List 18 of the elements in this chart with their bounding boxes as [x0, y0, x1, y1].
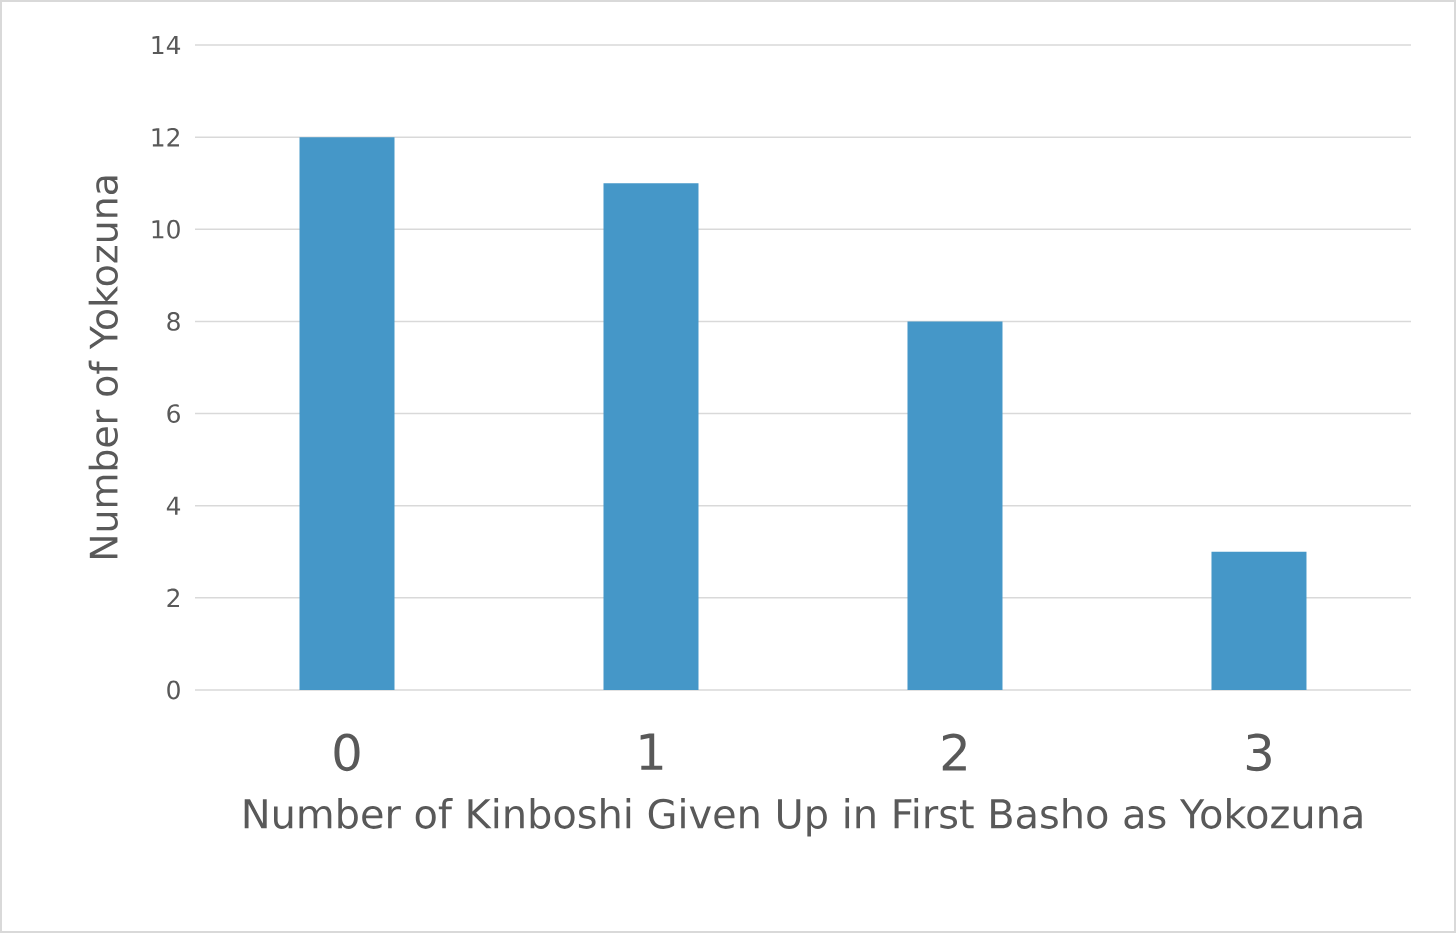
- y-tick-label: 0: [167, 680, 180, 700]
- y-tick-label: 10: [152, 219, 180, 239]
- y-tick-label: 6: [167, 404, 180, 423]
- x-tick-label: 2: [942, 733, 966, 771]
- bar: [1211, 551, 1307, 690]
- x-tick-label: 0: [334, 733, 360, 772]
- bar: [907, 321, 1003, 690]
- y-tick-label: 8: [167, 312, 180, 331]
- x-tick-label: 3: [1246, 733, 1271, 772]
- x-tick-label: 1: [640, 733, 663, 770]
- y-tick-label: 4: [166, 496, 181, 515]
- bar: [299, 137, 395, 690]
- y-tick-label: 14: [152, 35, 181, 55]
- y-axis-title: Number of Yokozuna: [88, 176, 118, 559]
- bar: [603, 183, 699, 690]
- x-axis-title: Number of Kinboshi Given Up in First Basho as Yokozuna: [244, 798, 1362, 837]
- y-tick-label: 2: [167, 588, 179, 608]
- y-tick-label: 12: [152, 127, 179, 147]
